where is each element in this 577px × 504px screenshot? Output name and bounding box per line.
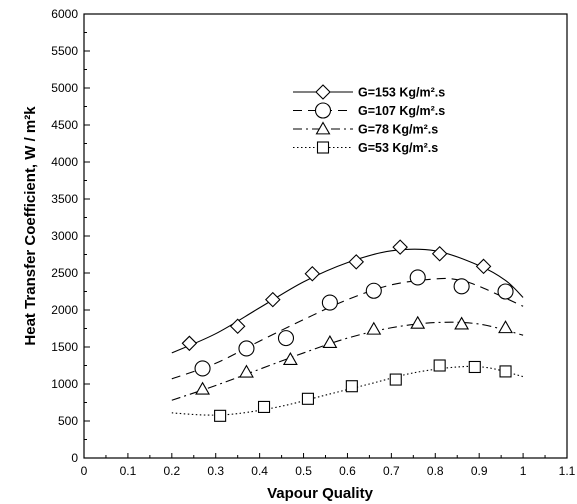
x-tick-label: 0.7 <box>383 464 400 478</box>
data-point-circle <box>277 330 295 347</box>
legend-item: G=107 Kg/m².s <box>293 102 445 119</box>
data-point-triangle <box>410 315 426 329</box>
data-point-square <box>499 365 512 378</box>
data-point-triangle <box>239 364 254 378</box>
series-line-diamond <box>171 248 524 354</box>
legend-item: G=53 Kg/m².s <box>293 141 438 155</box>
data-point-triangle <box>454 316 470 330</box>
legend-marker-square <box>316 141 330 154</box>
data-point-square <box>214 409 227 422</box>
legend-marker-diamond <box>315 84 331 100</box>
legend-label: G=53 Kg/m².s <box>358 141 438 155</box>
legend-label: G=107 Kg/m².s <box>358 104 445 118</box>
data-point-triangle <box>195 381 211 395</box>
series-triangle <box>171 315 524 401</box>
legend-item: G=78 Kg/m².s <box>293 121 438 137</box>
legend-label: G=153 Kg/m².s <box>358 86 445 100</box>
data-point-circle <box>194 360 211 377</box>
data-point-square <box>468 360 481 374</box>
data-point-diamond <box>265 291 281 308</box>
data-point-circle <box>409 269 426 286</box>
data-point-triangle <box>366 321 382 335</box>
series-diamond <box>171 239 524 354</box>
y-tick-label: 2000 <box>51 303 78 317</box>
legend: G=153 Kg/m².s G=107 Kg/m².s G=78 Kg/m².s G=… <box>293 84 445 155</box>
y-tick-label: 4500 <box>51 118 78 132</box>
x-tick-label: 0.1 <box>120 464 137 478</box>
y-tick-label: 6000 <box>51 7 78 21</box>
data-point-square <box>257 400 271 413</box>
data-point-diamond <box>181 335 198 352</box>
y-tick-label: 500 <box>58 414 78 428</box>
x-tick-label: 0.3 <box>207 464 224 478</box>
plot-frame <box>83 13 568 459</box>
x-tick-label: 0.9 <box>471 464 488 478</box>
y-tick-label: 2500 <box>51 266 78 280</box>
data-point-diamond <box>475 258 492 275</box>
x-tick-label: 0.2 <box>163 464 180 478</box>
legend-label: G=78 Kg/m².s <box>358 123 438 137</box>
y-tick-label: 5000 <box>51 81 78 95</box>
x-tick-label: 0.6 <box>339 464 356 478</box>
y-tick-label: 1500 <box>51 340 78 354</box>
axes-group: 0 0.1 0.2 0.3 0.4 0.5 0.6 0.7 0.8 0.9 1 1.1 0 500 1000… <box>51 7 575 478</box>
y-tick-label: 3000 <box>51 229 78 243</box>
data-point-triangle <box>322 334 338 348</box>
data-point-diamond <box>392 239 408 255</box>
legend-marker-triangle <box>315 121 331 135</box>
data-point-diamond <box>304 265 321 282</box>
data-point-square <box>389 373 402 386</box>
y-tick-label: 0 <box>71 451 78 465</box>
data-point-square <box>345 380 358 393</box>
data-point-square <box>301 392 314 405</box>
x-tick-label: 0.5 <box>295 464 312 478</box>
y-tick-label: 1000 <box>51 377 78 391</box>
series-square <box>171 359 524 422</box>
y-axis-title: Heat Transfer Coefficient, W / m²k <box>22 106 39 346</box>
y-tick-label: 3500 <box>51 192 78 206</box>
x-tick-label: 1.1 <box>559 464 576 478</box>
data-point-circle <box>238 340 255 357</box>
data-point-circle <box>321 294 338 311</box>
data-point-circle <box>497 283 514 300</box>
y-tick-label: 5500 <box>51 44 78 58</box>
data-point-circle <box>365 282 382 299</box>
data-point-circle <box>453 278 470 295</box>
data-point-diamond <box>348 254 365 270</box>
data-point-triangle <box>282 351 298 366</box>
data-point-square <box>433 359 446 372</box>
legend-marker-circle <box>314 102 332 119</box>
x-axis-title: Vapour Quality <box>267 485 374 502</box>
series-group <box>171 239 524 422</box>
x-tick-label: 0 <box>81 464 88 478</box>
legend-item: G=153 Kg/m².s <box>293 84 445 100</box>
data-point-triangle <box>498 320 513 334</box>
series-circle <box>171 269 524 380</box>
x-tick-label: 0.4 <box>251 464 268 478</box>
series-line-triangle <box>171 321 524 401</box>
data-point-diamond <box>229 318 246 335</box>
x-tick-label: 0.8 <box>427 464 444 478</box>
data-point-diamond <box>431 245 448 262</box>
y-tick-label: 4000 <box>51 155 78 169</box>
x-tick-label: 1 <box>520 464 527 478</box>
